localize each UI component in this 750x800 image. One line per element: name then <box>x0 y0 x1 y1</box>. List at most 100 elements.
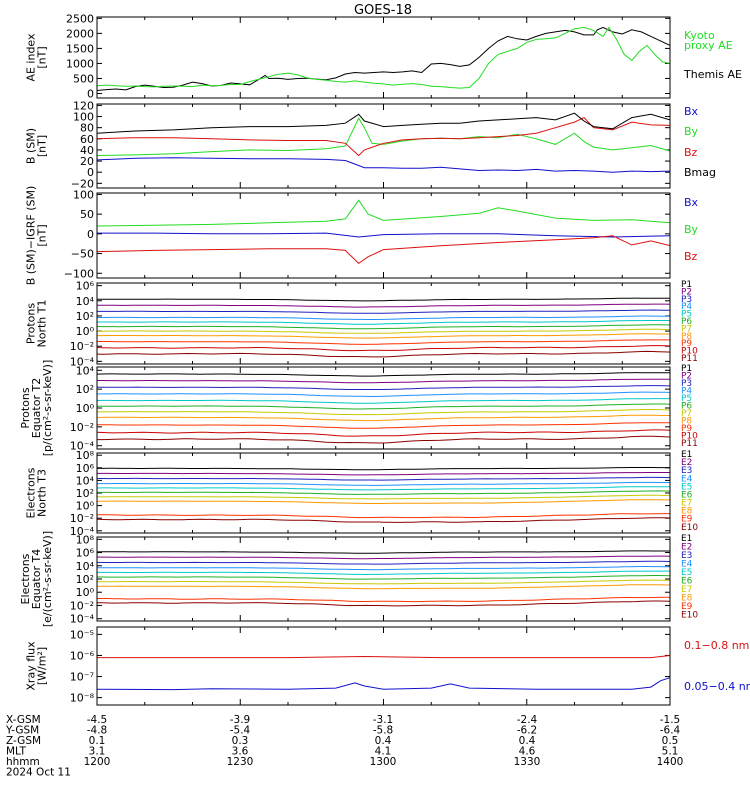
series-line-bx <box>97 232 670 238</box>
footer-row-label: X-GSM <box>6 714 41 726</box>
channel-label-e1: E1 <box>681 450 692 460</box>
legend-entry: 0.05−0.4 nm <box>684 680 750 693</box>
y-tick-label: 80 <box>80 122 94 135</box>
legend-entry: Bmag <box>684 166 716 179</box>
legend-entry: 0.1−0.8 nm <box>684 639 749 652</box>
footer-value: 1300 <box>370 756 397 768</box>
y-tick-label: 100 <box>73 111 94 124</box>
channel-label-p11: P11 <box>681 354 698 364</box>
channel-line-e8 <box>97 584 670 590</box>
y-tick-label: 20 <box>80 155 94 168</box>
y-tick-label: 10⁰ <box>76 586 95 599</box>
footer-value: 1200 <box>84 756 111 768</box>
y-tick-label: 10⁻⁷ <box>70 671 94 684</box>
channel-line-e9 <box>97 596 670 603</box>
y-tick-label: 2000 <box>66 27 94 40</box>
y-axis-label-line: Xray flux <box>25 641 38 691</box>
footer-value: 0.4 <box>375 735 392 747</box>
channel-label-e7: E7 <box>681 585 692 595</box>
plot-area <box>97 467 670 523</box>
footer-value: 1230 <box>227 756 254 768</box>
legend: 0.1−0.8 nm 0.05−0.4 nm <box>684 639 750 693</box>
footer-value: 0.1 <box>89 735 106 747</box>
footer-row-label: Z-GSM <box>6 735 41 747</box>
channel-label-e10: E10 <box>681 611 698 621</box>
y-axis-label-line: North T1 <box>36 300 49 348</box>
channel-label-e2: E2 <box>681 543 692 553</box>
channel-line-p9 <box>97 339 670 345</box>
channel-line-e10 <box>97 517 670 523</box>
y-axis-label-line: [W/m²] <box>36 647 49 685</box>
footer-value: -6.4 <box>660 725 681 737</box>
y-axis-label-line: Electrons <box>25 467 38 518</box>
y-tick-label: 10⁶ <box>76 462 95 475</box>
channel-label-p7: P7 <box>681 324 692 334</box>
channel-line-p4 <box>97 315 670 320</box>
panel-bigrf: 100 50 0 −50 −100 B (SM)−IGRF (SM)[nT] Bx By Bz <box>25 186 699 286</box>
channel-line-e8 <box>97 499 670 504</box>
channel-label-p2: P2 <box>681 372 692 382</box>
channel-label-e5: E5 <box>681 482 692 492</box>
footer-value: -4.8 <box>87 725 108 737</box>
y-tick-label: 10⁻² <box>70 512 94 525</box>
channel-label-p1: P1 <box>681 364 692 374</box>
y-tick-label: 10⁻⁴ <box>70 613 95 626</box>
channel-line-e1 <box>97 550 670 554</box>
series-line-bx <box>97 157 670 173</box>
footer-value: 5.1 <box>662 746 679 758</box>
channel-label-p5: P5 <box>681 310 692 320</box>
y-tick-label: 60 <box>80 133 94 146</box>
y-tick-label: 10⁻⁴ <box>70 355 95 368</box>
y-tick-label: 10⁰ <box>76 402 95 415</box>
plot-frame <box>96 103 671 189</box>
channel-label-p7: P7 <box>681 409 692 419</box>
footer-value: 0.5 <box>662 735 679 747</box>
channel-label-p11: P11 <box>681 439 698 449</box>
channel-label-p9: P9 <box>681 339 692 349</box>
legend-entry: Kyoto <box>684 29 715 42</box>
y-axis-label-line: [p/(cm²-s-sr-keV)] <box>41 360 54 457</box>
channel-line-e3 <box>97 476 670 481</box>
plot-area <box>97 655 670 691</box>
channel-line-p1 <box>97 372 670 377</box>
y-axis-label-line: North T3 <box>36 469 49 517</box>
plot-frame <box>96 452 671 534</box>
footer-value: -2.4 <box>517 714 538 726</box>
channel-label-e7: E7 <box>681 499 692 509</box>
channel-label-p8: P8 <box>681 417 692 427</box>
footer-value: 1400 <box>657 756 684 768</box>
y-tick-label: 10⁻⁸ <box>70 692 95 705</box>
footer-value: -4.5 <box>87 714 108 726</box>
y-axis-label-line: [nT] <box>36 224 49 246</box>
y-tick-label: 120 <box>73 99 94 112</box>
y-tick-label: 10⁻² <box>70 599 94 612</box>
channel-label-e4: E4 <box>681 560 693 570</box>
channel-label-e8: E8 <box>681 594 693 604</box>
plot-frame <box>96 192 671 279</box>
channel-label-e3: E3 <box>681 466 692 476</box>
channel-line-p11 <box>97 350 670 358</box>
y-tick-label: 10⁻⁴ <box>70 525 95 538</box>
channel-line-e7 <box>97 494 670 500</box>
plot-area <box>97 199 670 265</box>
footer-value: 1330 <box>514 756 541 768</box>
y-tick-label: 10² <box>76 383 94 396</box>
y-tick-label: 10⁶ <box>76 280 95 293</box>
series-line-0-1-0-8-nm <box>97 655 670 659</box>
footer-value: 0.4 <box>519 735 536 747</box>
y-tick-label: −50 <box>71 248 94 261</box>
y-axis-label-line: Protons <box>25 303 38 344</box>
footer-row-label: MLT <box>6 746 26 758</box>
channel-line-p5 <box>97 398 670 404</box>
y-tick-label: 10² <box>76 573 94 586</box>
legend: Bx By Bz Bmag <box>684 105 716 179</box>
channel-line-e4 <box>97 481 670 486</box>
y-axis-label-line: AE index <box>25 33 38 82</box>
channel-label-p5: P5 <box>681 394 692 404</box>
